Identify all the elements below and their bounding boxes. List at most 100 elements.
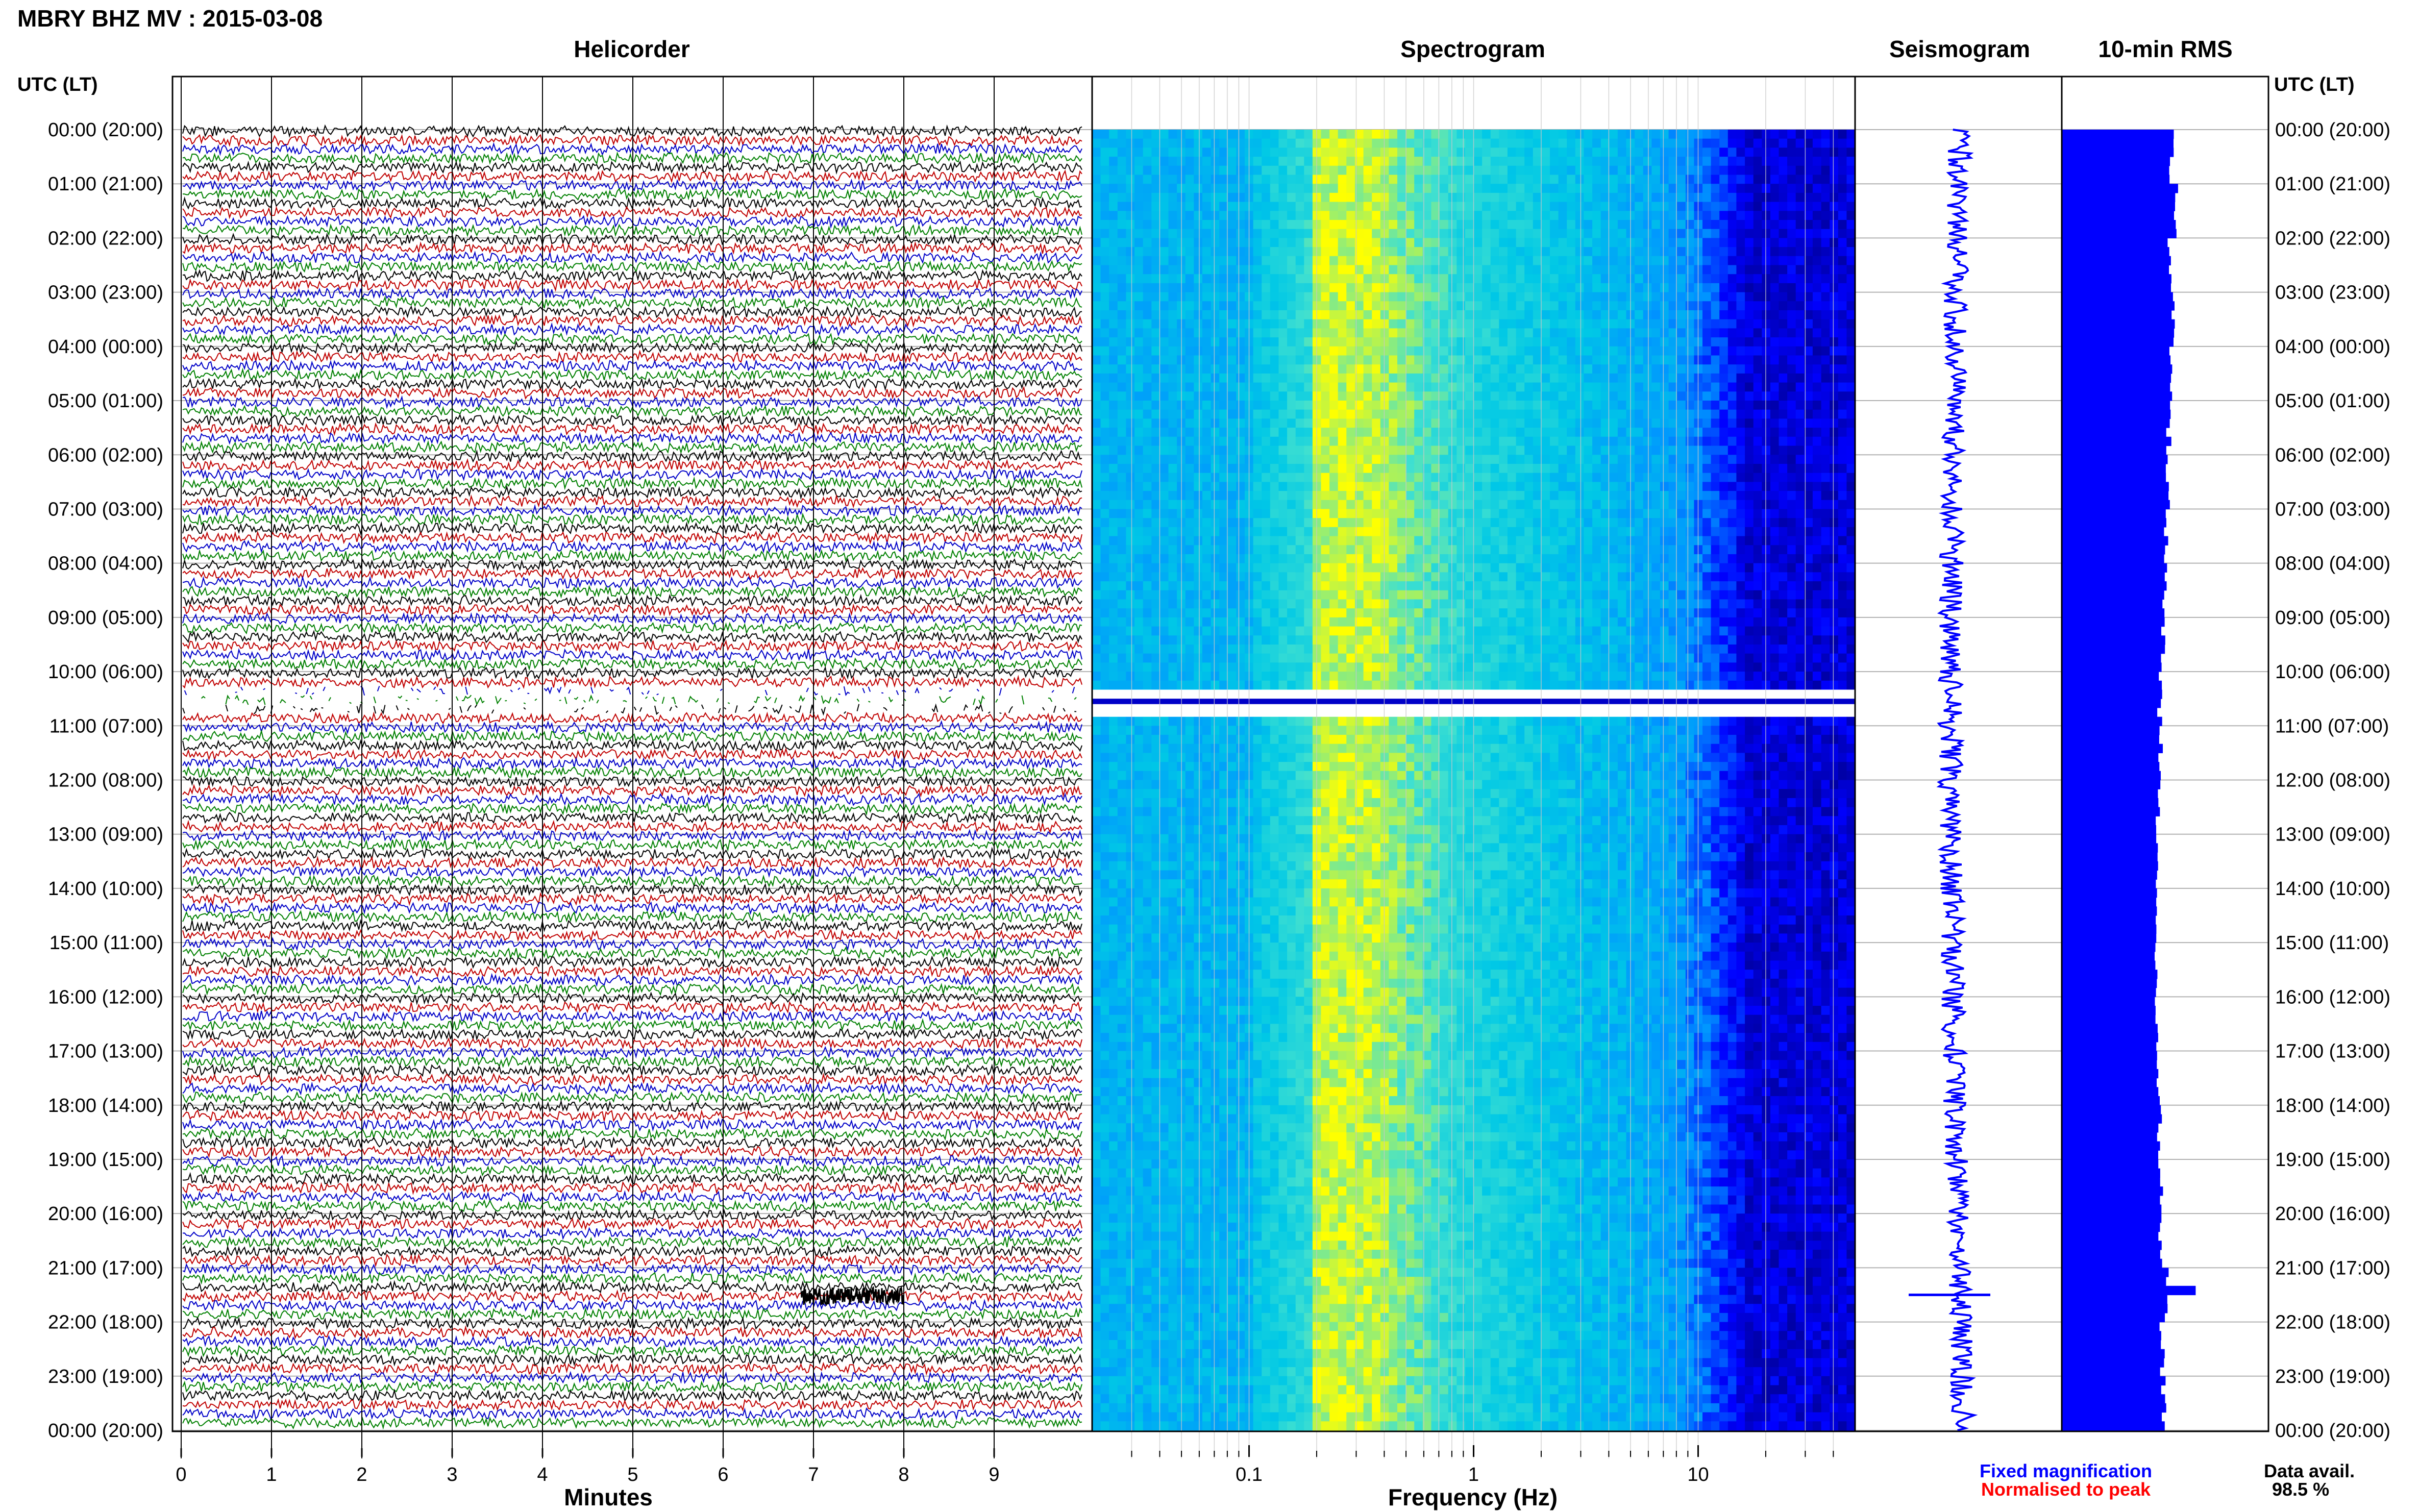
- spectrogram-cell: [1109, 861, 1118, 871]
- spectrogram-cell: [1270, 130, 1279, 139]
- spectrogram-cell: [1338, 1096, 1347, 1106]
- spectrogram-cell: [1100, 346, 1109, 356]
- spectrogram-cell: [1295, 1060, 1305, 1070]
- spectrogram-cell: [1253, 509, 1262, 518]
- spectrogram-cell: [1194, 960, 1203, 970]
- spectrogram-cell: [1092, 346, 1101, 356]
- spectrogram-cell: [1185, 978, 1195, 988]
- spectrogram-cell: [1354, 780, 1364, 789]
- spectrogram-cell: [1270, 870, 1279, 880]
- spectrogram-cell: [1372, 997, 1381, 1006]
- spectrogram-cell: [1202, 346, 1212, 356]
- spectrogram-cell: [1151, 1105, 1161, 1115]
- spectrogram-cell: [1372, 1132, 1381, 1142]
- spectrogram-cell: [1151, 509, 1161, 518]
- spectrogram-cell: [1194, 1376, 1203, 1386]
- spectrogram-cell: [1236, 445, 1245, 455]
- spectrogram-cell: [1134, 1105, 1144, 1115]
- spectrogram-cell: [1100, 780, 1109, 789]
- spectrogram-cell: [1159, 1213, 1169, 1223]
- spectrogram-cell: [1227, 1322, 1237, 1332]
- spectrogram-cell: [1354, 1403, 1364, 1413]
- spectrogram-cell: [1380, 165, 1390, 176]
- spectrogram-cell: [1211, 391, 1220, 401]
- spectrogram-cell: [1295, 1268, 1305, 1277]
- spectrogram-cell: [1372, 1258, 1381, 1269]
- spectrogram-cell: [1211, 509, 1220, 518]
- spectrogram-cell: [1295, 536, 1305, 546]
- spectrogram-cell: [1219, 1168, 1228, 1178]
- spectrogram-cell: [1329, 1096, 1339, 1106]
- spectrogram-cell: [1321, 328, 1330, 338]
- spectrogram-cell: [1372, 1186, 1381, 1196]
- spectrogram-cell: [1211, 1204, 1220, 1214]
- spectrogram-cell: [1346, 960, 1355, 970]
- spectrogram-cell: [1372, 1177, 1381, 1187]
- spectrogram-cell: [1236, 536, 1245, 546]
- spectrogram-cell: [1227, 274, 1237, 284]
- spectrogram-cell: [1185, 1268, 1195, 1277]
- spectrogram-cell: [1372, 672, 1381, 681]
- spectrogram-cell: [1109, 130, 1118, 139]
- spectrogram-cell: [1219, 464, 1228, 474]
- spectrogram-cell: [1202, 428, 1212, 437]
- spectrogram-cell: [1202, 825, 1212, 835]
- spectrogram-cell: [1372, 1168, 1381, 1178]
- spectrogram-cell: [1262, 1403, 1271, 1413]
- spectrogram-cell: [1194, 536, 1203, 546]
- spectrogram-cell: [1219, 238, 1228, 247]
- spectrogram-cell: [1295, 428, 1305, 437]
- spectrogram-cell: [1211, 825, 1220, 835]
- spectrogram-cell: [1143, 716, 1152, 727]
- spectrogram-cell: [1168, 1177, 1177, 1187]
- spectrogram-cell: [1372, 1150, 1381, 1160]
- spectrogram-cell: [1100, 428, 1109, 437]
- spectrogram-cell: [1262, 1087, 1271, 1097]
- spectrogram-cell: [1329, 1222, 1339, 1232]
- spectrogram-cell: [1287, 1331, 1296, 1341]
- spectrogram-cell: [1168, 1168, 1177, 1178]
- spectrogram-cell: [1346, 464, 1355, 474]
- spectrogram-cell: [1126, 1312, 1135, 1323]
- spectrogram-cell: [1227, 1042, 1237, 1052]
- spectrogram-cell: [1202, 943, 1212, 952]
- spectrogram-cell: [1109, 608, 1118, 618]
- spectrogram-cell: [1185, 1186, 1195, 1196]
- spectrogram-cell: [1219, 1060, 1228, 1070]
- spectrogram-cell: [1253, 1204, 1262, 1214]
- spectrogram-cell: [1092, 1295, 1101, 1304]
- spectrogram-cell: [1194, 1123, 1203, 1133]
- spectrogram-cell: [1202, 554, 1212, 564]
- spectrogram-cell: [1194, 192, 1203, 203]
- spectrogram-cell: [1126, 283, 1135, 293]
- spectrogram-cell: [1092, 310, 1101, 320]
- spectrogram-cell: [1270, 563, 1279, 573]
- spectrogram-cell: [1117, 391, 1127, 401]
- spectrogram-cell: [1287, 870, 1296, 880]
- spectrogram-cell: [1380, 283, 1390, 293]
- spectrogram-cell: [1185, 1340, 1195, 1350]
- spectrogram-cell: [1236, 608, 1245, 618]
- spectrogram-cell: [1329, 970, 1339, 979]
- spectrogram-cell: [1168, 1340, 1177, 1350]
- spectrogram-cell: [1151, 1376, 1161, 1386]
- spectrogram-cell: [1092, 445, 1101, 455]
- spectrogram-cell: [1380, 301, 1390, 311]
- spectrogram-cell: [1143, 1087, 1152, 1097]
- spectrogram-cell: [1304, 1006, 1313, 1015]
- spectrogram-cell: [1202, 238, 1212, 247]
- spectrogram-cell: [1236, 672, 1245, 681]
- spectrogram-cell: [1304, 970, 1313, 979]
- spectrogram-cell: [1338, 355, 1347, 365]
- spectrogram-cell: [1117, 265, 1127, 275]
- spectrogram-cell: [1092, 1331, 1101, 1341]
- spectrogram-cell: [1262, 1060, 1271, 1070]
- spectrogram-cell: [1338, 906, 1347, 916]
- spectrogram-cell: [1372, 1204, 1381, 1214]
- spectrogram-cell: [1253, 726, 1262, 735]
- spectrogram-cell: [1236, 970, 1245, 979]
- spectrogram-cell: [1346, 1331, 1355, 1341]
- spectrogram-cell: [1329, 888, 1339, 898]
- spectrogram-cell: [1185, 1096, 1195, 1106]
- spectrogram-cell: [1227, 1295, 1237, 1304]
